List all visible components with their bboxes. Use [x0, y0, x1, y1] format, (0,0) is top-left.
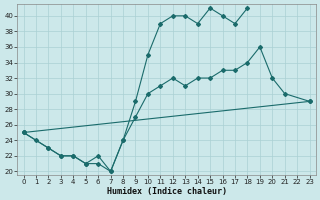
X-axis label: Humidex (Indice chaleur): Humidex (Indice chaleur): [107, 187, 227, 196]
